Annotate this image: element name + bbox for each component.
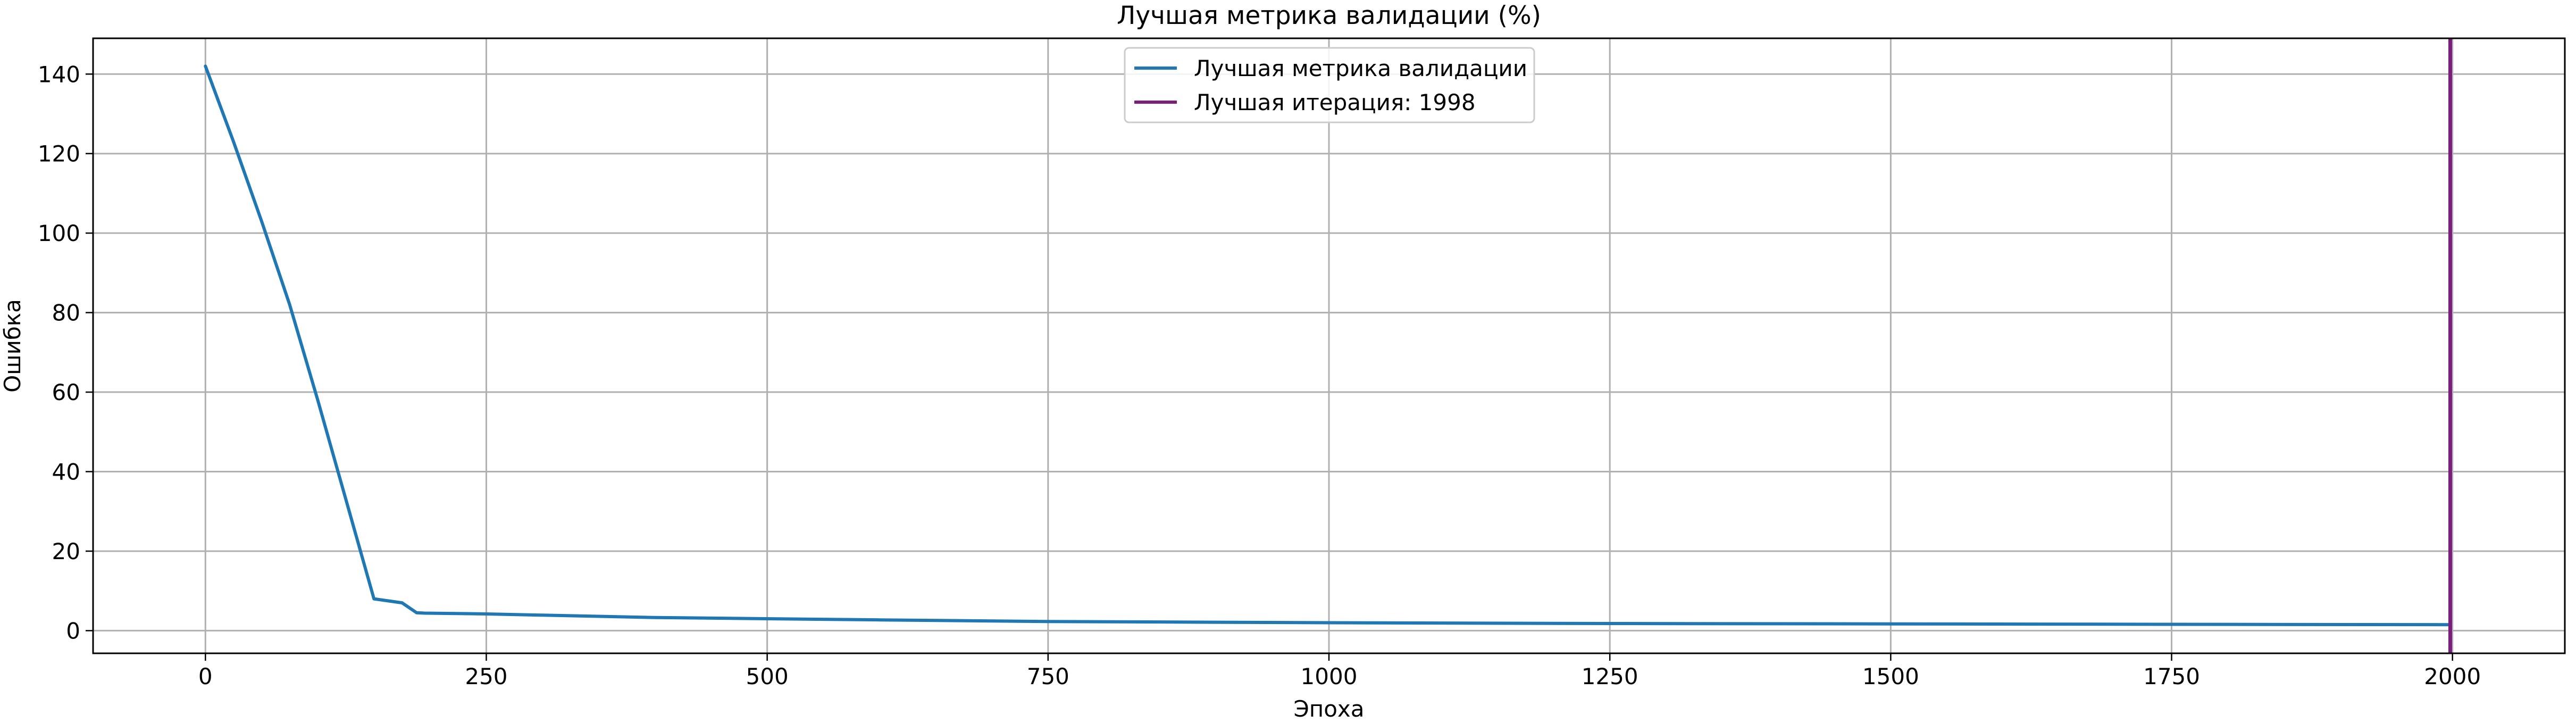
y-tick-label: 120 [38,141,80,167]
y-tick-label: 80 [52,300,80,326]
y-tick-label: 40 [52,459,80,485]
y-tick-label: 100 [38,220,80,246]
legend: Лучшая метрика валидации Лучшая итерация… [1124,47,1535,123]
chart-title: Лучшая метрика валидации (%) [1117,1,1541,30]
x-tick-label: 1250 [1582,663,1638,689]
y-tick-label: 20 [52,538,80,564]
grid [93,38,2565,653]
y-tick-label: 0 [66,618,80,644]
x-tick-label: 250 [465,663,507,689]
legend-box [1124,47,1535,123]
y-tick-label: 60 [52,379,80,405]
x-tick-label: 1750 [2143,663,2200,689]
legend-label-best-iteration: Лучшая итерация: 1998 [1194,89,1476,115]
series-line-validation-metric [204,64,2452,627]
x-tick-label: 1500 [1862,663,1919,689]
ticks: 0 250 500 750 1000 1250 1500 1750 2000 0 20 40 60 80 1… [38,61,2481,689]
x-tick-label: 1000 [1301,663,1358,689]
y-axis-label: Ошибка [0,299,26,393]
x-tick-label: 2000 [2424,663,2481,689]
legend-label-validation-metric: Лучшая метрика валидации [1194,55,1527,81]
x-tick-label: 500 [746,663,789,689]
x-axis-label: Эпоха [1293,696,1364,722]
x-tick-label: 750 [1027,663,1069,689]
y-tick-label: 140 [38,61,80,87]
series-layer [204,38,2453,653]
x-tick-label: 0 [198,663,213,689]
